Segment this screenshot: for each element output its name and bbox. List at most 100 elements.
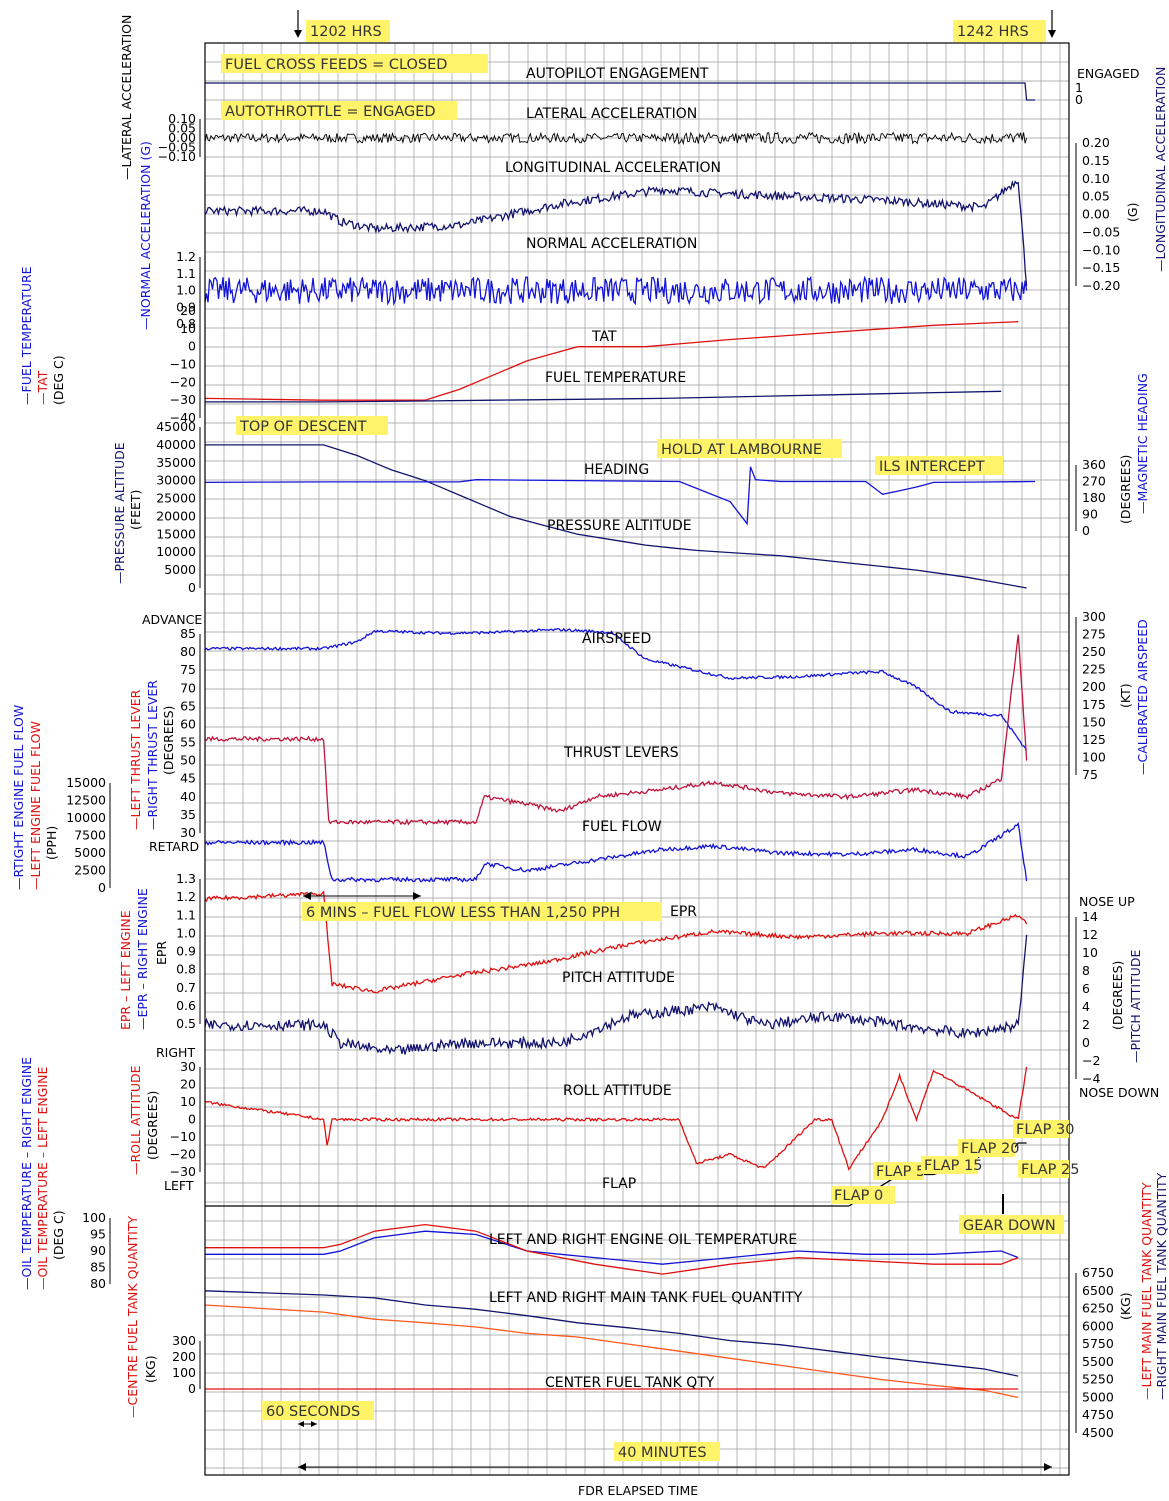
series-longitudinal: [204, 180, 1028, 287]
tick-roll_attitude: −20: [170, 1147, 196, 1162]
axis-title-right-fuel-flow: —RTIGHT ENGINE FUEL FLOW: [11, 705, 26, 890]
tick-pressure_altitude: 40000: [156, 437, 196, 452]
tick-epr: 1.2: [176, 889, 196, 904]
tick-pitch_attitude: 2: [1082, 1017, 1090, 1032]
tick-pitch_attitude: 12: [1082, 927, 1098, 942]
tick-tat: 10: [180, 321, 196, 336]
tick-centre_tank_fuel: 100: [172, 1365, 196, 1380]
tick-heading: 270: [1082, 474, 1106, 489]
title-lateral: LATERAL ACCELERATION: [526, 106, 697, 122]
tick-pressure_altitude: 15000: [156, 526, 196, 541]
tick-epr: 1.3: [176, 871, 196, 886]
grid-layer: [204, 42, 1069, 1475]
tick-pressure_altitude: 35000: [156, 455, 196, 470]
tick-fuel_flow: 7500: [74, 828, 106, 843]
plot-border: [204, 42, 1070, 1476]
series-epr: [204, 890, 1028, 994]
axis-title-epr: EPR: [154, 941, 169, 965]
axis-title-oil-right: —OIL TEMPERATURE – RIGHT ENGINE: [19, 1057, 34, 1290]
axis-title-oil-deg-c: (DEG C): [51, 1210, 66, 1260]
tick-main_tank_fuel: 6500: [1082, 1283, 1114, 1298]
axis-title-longitudinal: —LONGITUDINAL ACCELERATION: [1153, 67, 1168, 272]
tick-main_tank_fuel: 5250: [1082, 1372, 1114, 1387]
series-main_tank_fuel-left-main: [204, 1304, 1019, 1399]
tick-normal: 0.9: [176, 299, 196, 314]
annotation-autothrottle: AUTOTHROTTLE = ENGAGED: [225, 104, 436, 120]
axis-title-lateral: —LATERAL ACCELERATION: [119, 15, 134, 180]
annotation-top-of-descent: TOP OF DESCENT: [239, 419, 367, 435]
tick-oil_temperature: 90: [90, 1243, 106, 1258]
tick-tat: 0: [188, 339, 196, 354]
tick-epr: 1.1: [176, 907, 196, 922]
flap-label-0: FLAP 0: [834, 1188, 883, 1204]
axis-title-roll-degrees: (DEGREES): [145, 1091, 160, 1160]
axis-title-kt: (KT): [1118, 683, 1133, 708]
tick-longitudinal: 0.15: [1082, 153, 1110, 168]
tick-epr: 0.6: [176, 998, 196, 1013]
tick-pressure_altitude: 30000: [156, 473, 196, 488]
tick-thrust_levers: 40: [180, 789, 196, 804]
series-main_tank_fuel-right-main: [204, 1290, 1019, 1377]
title-roll: ROLL ATTITUDE: [563, 1083, 672, 1099]
series-heading: [204, 466, 1036, 526]
tick-main_tank_fuel: 4750: [1082, 1407, 1114, 1422]
label-nose-down: NOSE DOWN: [1079, 1085, 1159, 1100]
series-normal: [204, 275, 1028, 307]
tick-main_tank_fuel: 6000: [1082, 1318, 1114, 1333]
tick-centre_tank_fuel: 200: [172, 1349, 196, 1364]
tick-longitudinal: 0.10: [1082, 171, 1110, 186]
tick-epr: 0.8: [176, 962, 196, 977]
tick-pitch_attitude: −4: [1082, 1071, 1100, 1086]
tick-normal: 0.8: [176, 316, 196, 331]
title-pitch: PITCH ATTITUDE: [562, 970, 675, 986]
axis-title-pitch: —PITCH ATTITUDE: [1128, 950, 1143, 1063]
tick-pitch_attitude: −2: [1082, 1053, 1100, 1068]
tick-epr: 1.0: [176, 925, 196, 940]
axis-title-right-main: —RIGHT MAIN FUEL TANK QUANTITY: [1154, 1172, 1169, 1400]
series-fuel_flow: [204, 822, 1028, 883]
tick-main_tank_fuel: 5500: [1082, 1354, 1114, 1369]
tick-pressure_altitude: 10000: [156, 544, 196, 559]
tick-oil_temperature: 95: [90, 1227, 106, 1242]
tick-thrust_levers: 50: [180, 753, 196, 768]
title-centre-fuel: CENTER FUEL TANK QTY: [545, 1375, 715, 1391]
tick-pitch_attitude: 6: [1082, 981, 1090, 996]
tick-airspeed: 250: [1082, 644, 1106, 659]
flap-label-25: FLAP 25: [1021, 1162, 1079, 1178]
annotation-hold-lambourne: HOLD AT LAMBOURNE: [661, 442, 822, 458]
series-oil_temperature-right-engine: [205, 1230, 1019, 1265]
time-marker-end: 1242 HRS: [957, 24, 1029, 40]
trace-layer: [204, 82, 1036, 1399]
annotation-ils-intercept: ILS INTERCEPT: [879, 459, 985, 475]
axis-title-deg-c: (DEG C): [51, 355, 66, 405]
tick-pitch_attitude: 8: [1082, 963, 1090, 978]
time-marker-start: 1202 HRS: [310, 24, 382, 40]
tick-airspeed: 175: [1082, 697, 1106, 712]
top-markers: 1202 HRS 1242 HRS: [294, 10, 1056, 42]
tick-longitudinal: 0.00: [1082, 207, 1110, 222]
title-fuel-flow: FUEL FLOW: [582, 819, 662, 835]
label-left: LEFT: [164, 1178, 194, 1193]
label-retard: RETARD: [149, 839, 199, 854]
tick-thrust_levers: 65: [180, 698, 196, 713]
series-fuel_temperature: [205, 390, 1002, 403]
tick-centre_tank_fuel: 300: [172, 1333, 196, 1348]
flap-label-5: FLAP 5: [876, 1164, 925, 1180]
tick-autopilot: 1: [1075, 80, 1083, 95]
tick-pitch_attitude: 10: [1082, 945, 1098, 960]
tick-fuel_flow: 10000: [66, 810, 106, 825]
tick-airspeed: 150: [1082, 714, 1106, 729]
tick-pitch_attitude: 0: [1082, 1035, 1090, 1050]
axis-title-fuel-temp: —FUEL TEMPERATURE: [19, 266, 34, 405]
tick-oil_temperature: 85: [90, 1260, 106, 1275]
axis-title-roll: —ROLL ATTITUDE: [128, 1065, 143, 1175]
tick-main_tank_fuel: 4500: [1082, 1425, 1114, 1440]
tick-main_tank_fuel: 6250: [1082, 1301, 1114, 1316]
title-autopilot: AUTOPILOT ENGAGEMENT: [526, 66, 709, 82]
tick-pitch_attitude: 14: [1082, 909, 1098, 924]
tick-heading: 90: [1082, 507, 1098, 522]
title-oil-temp: LEFT AND RIGHT ENGINE OIL TEMPERATURE: [489, 1232, 797, 1248]
tick-longitudinal: −0.05: [1082, 224, 1120, 239]
flap-label-30: FLAP 30: [1016, 1122, 1074, 1138]
